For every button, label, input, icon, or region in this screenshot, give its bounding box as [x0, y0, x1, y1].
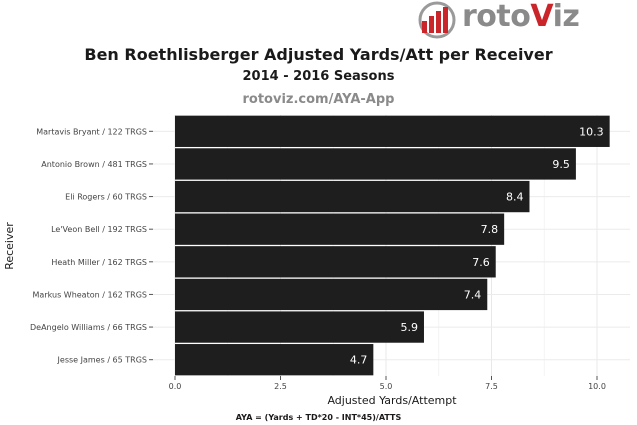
x-tick-label: 2.5 [274, 382, 287, 391]
y-tick-label: Antonio Brown / 481 TRGS [41, 160, 147, 169]
bar [175, 278, 488, 311]
y-tick-label: Le'Veon Bell / 192 TRGS [51, 225, 147, 234]
y-tick-label: Martavis Bryant / 122 TRGS [36, 127, 147, 136]
x-tick-label: 0.0 [169, 382, 182, 391]
y-tick-label: Jesse James / 65 TRGS [57, 356, 147, 365]
rotoviz-logo-icon [418, 1, 456, 39]
rotoviz-wordmark: rotoViz [462, 0, 580, 34]
bar-value-label: 4.7 [350, 354, 368, 367]
x-tick-label: 10.0 [588, 382, 606, 391]
bar [175, 115, 610, 147]
chart-subtitle: 2014 - 2016 Seasons [242, 69, 395, 84]
bar-value-label: 5.9 [400, 321, 418, 334]
bar [175, 180, 530, 213]
bar-value-label: 9.5 [552, 158, 570, 171]
bars: 10.3 9.5 8.4 7.8 7.6 7.4 5.9 4.7 [175, 115, 610, 376]
y-tick-label: Eli Rogers / 60 TRGS [65, 193, 147, 202]
bar-value-label: 7.6 [472, 256, 490, 269]
bar [175, 148, 576, 180]
bar-value-label: 7.8 [481, 223, 499, 236]
bar-value-label: 10.3 [579, 125, 604, 138]
y-tick-label: Markus Wheaton / 162 TRGS [33, 290, 147, 299]
bar [175, 311, 424, 343]
x-tick-label: 7.5 [485, 382, 498, 391]
bar [175, 213, 505, 245]
x-tick-label: 5.0 [380, 382, 393, 391]
y-axis-title: Receiver [3, 222, 16, 270]
bar-value-label: 7.4 [464, 288, 482, 301]
x-tick-labels: 0.0 2.5 5.0 7.5 10.0 [169, 376, 606, 391]
bar [175, 344, 374, 376]
chart-title: Ben Roethlisberger Adjusted Yards/Att pe… [84, 45, 553, 64]
bar [175, 246, 496, 278]
bar-value-label: 8.4 [506, 191, 524, 204]
y-tick-labels: Martavis Bryant / 122 TRGS Antonio Brown … [30, 127, 153, 365]
y-tick-label: DeAngelo Williams / 66 TRGS [30, 323, 147, 332]
x-axis-title: Adjusted Yards/Attempt [327, 394, 457, 407]
chart-source: rotoviz.com/AYA-App [242, 92, 395, 107]
aya-formula: AYA = (Yards + TD*20 - INT*45)/ATTS [235, 413, 402, 422]
y-tick-label: Heath Miller / 162 TRGS [51, 258, 147, 267]
